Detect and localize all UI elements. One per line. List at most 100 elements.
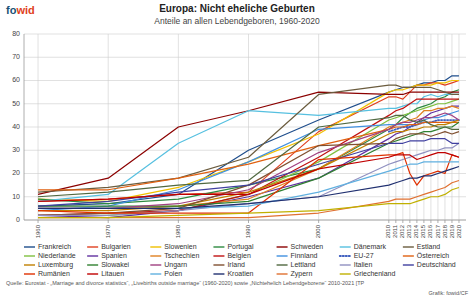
series-line bbox=[38, 90, 459, 204]
legend-swatch bbox=[24, 264, 35, 265]
chart: fowidEuropa: Nicht eheliche GeburtenAnte… bbox=[0, 0, 474, 299]
x-tick-label: 1990 bbox=[245, 224, 251, 238]
legend-swatch bbox=[340, 264, 351, 265]
legend-label: Frankreich bbox=[38, 243, 71, 250]
series-line bbox=[38, 99, 459, 215]
legend-label: Belgien bbox=[227, 252, 250, 260]
x-tick bbox=[437, 220, 438, 223]
legend-swatch bbox=[277, 264, 288, 265]
series-line bbox=[38, 143, 459, 215]
x-tick-label: 1980 bbox=[175, 224, 181, 238]
legend-label: Estland bbox=[417, 243, 440, 250]
legend: Frankreich Bulgarien Slowenien Portugal Schw… bbox=[24, 243, 456, 278]
legend-label: Slowakei bbox=[101, 261, 129, 268]
series-line bbox=[38, 99, 459, 215]
legend-swatch bbox=[403, 246, 414, 247]
y-tick-label: 0 bbox=[16, 216, 20, 223]
legend-swatch bbox=[277, 246, 288, 247]
legend-swatch bbox=[87, 246, 98, 247]
legend-swatch bbox=[403, 264, 414, 265]
y-tick-label: 70 bbox=[12, 53, 20, 60]
title: Europa: Nicht eheliche Geburten bbox=[159, 3, 315, 14]
legend-label: Österreich bbox=[417, 252, 449, 259]
legend-label: Italien bbox=[354, 261, 373, 268]
legend-swatch bbox=[213, 264, 224, 265]
x-tick bbox=[458, 220, 459, 223]
legend-label: EU-27 bbox=[354, 252, 374, 259]
legend-swatch bbox=[403, 255, 414, 256]
x-tick bbox=[318, 220, 319, 223]
legend-label: Rumänien bbox=[38, 270, 70, 277]
x-tick-label: 2018 bbox=[442, 224, 448, 238]
x-tick-label: 2019 bbox=[449, 224, 455, 238]
legend-label: Spanien bbox=[101, 252, 127, 260]
legend-swatch bbox=[340, 246, 351, 247]
y-grid-line bbox=[24, 150, 466, 151]
series-line bbox=[38, 76, 459, 206]
series-line bbox=[38, 187, 459, 217]
series-line bbox=[38, 167, 459, 209]
legend-label: Tschechien bbox=[164, 252, 199, 259]
legend-label: Finnland bbox=[291, 252, 318, 259]
x-tick bbox=[430, 220, 431, 223]
x-tick bbox=[423, 220, 424, 223]
legend-swatch bbox=[24, 273, 35, 274]
legend-label: Deutschland bbox=[417, 261, 456, 268]
series-line bbox=[38, 122, 459, 206]
legend-swatch bbox=[24, 246, 35, 247]
legend-label: Griechenland bbox=[354, 270, 396, 277]
series-line bbox=[38, 132, 459, 216]
legend-label: Bulgarien bbox=[101, 243, 131, 251]
series-line bbox=[38, 162, 459, 209]
legend-swatch bbox=[277, 255, 288, 256]
x-tick-label: 2012 bbox=[399, 224, 405, 238]
legend-label: Polen bbox=[164, 270, 182, 277]
legend-label: Schweden bbox=[291, 243, 324, 250]
series-line bbox=[38, 113, 459, 208]
subtitle: Anteile an allen Lebendgeboren, 1960-202… bbox=[154, 16, 320, 26]
x-tick-label: 2010 bbox=[385, 224, 391, 238]
x-tick-label: 2011 bbox=[392, 224, 398, 238]
x-tick bbox=[388, 220, 389, 223]
x-tick-label: 1970 bbox=[105, 224, 111, 238]
series-line bbox=[38, 111, 459, 211]
y-grid-line bbox=[24, 80, 466, 81]
x-tick bbox=[409, 220, 410, 223]
x-tick-label: 2015 bbox=[420, 224, 426, 238]
series-line bbox=[38, 122, 459, 189]
legend-label: Kroatien bbox=[227, 270, 253, 277]
x-tick-label: 2013 bbox=[406, 224, 412, 238]
series-line bbox=[38, 106, 459, 218]
x-tick bbox=[178, 220, 179, 223]
legend-swatch bbox=[340, 255, 351, 257]
legend-label: Lettland bbox=[291, 261, 316, 268]
x-tick-label: 2017 bbox=[435, 224, 441, 238]
y-tick-label: 80 bbox=[12, 30, 20, 37]
y-grid-line bbox=[24, 173, 466, 174]
legend-swatch bbox=[87, 264, 98, 265]
x-grid-line bbox=[416, 34, 417, 220]
x-tick-label: 2014 bbox=[413, 224, 419, 238]
series-line bbox=[38, 180, 459, 217]
credit-text: Grafik: fowid/CF bbox=[429, 290, 469, 296]
y-tick-label: 60 bbox=[12, 76, 20, 83]
legend-swatch bbox=[213, 255, 224, 256]
legend-swatch bbox=[87, 273, 98, 274]
x-tick bbox=[38, 220, 39, 223]
series-line bbox=[38, 153, 459, 202]
y-grid-line bbox=[24, 103, 466, 104]
logo-text: fo bbox=[6, 4, 17, 16]
y-tick-label: 10 bbox=[12, 193, 20, 200]
series-line bbox=[38, 106, 459, 208]
legend-label: Slowenien bbox=[164, 243, 196, 250]
series-line bbox=[38, 120, 459, 211]
y-grid-line bbox=[24, 57, 466, 58]
legend-swatch bbox=[150, 246, 161, 247]
x-axis-line bbox=[24, 220, 466, 221]
x-tick-label: 1960 bbox=[35, 224, 41, 238]
grid bbox=[24, 34, 466, 220]
legend-label: Portugal bbox=[227, 243, 254, 251]
y-tick-label: 20 bbox=[12, 169, 20, 176]
legend-label: Irland bbox=[227, 261, 245, 268]
source-text: Quelle: Eurostat - „Marriage and divorce… bbox=[6, 280, 365, 286]
